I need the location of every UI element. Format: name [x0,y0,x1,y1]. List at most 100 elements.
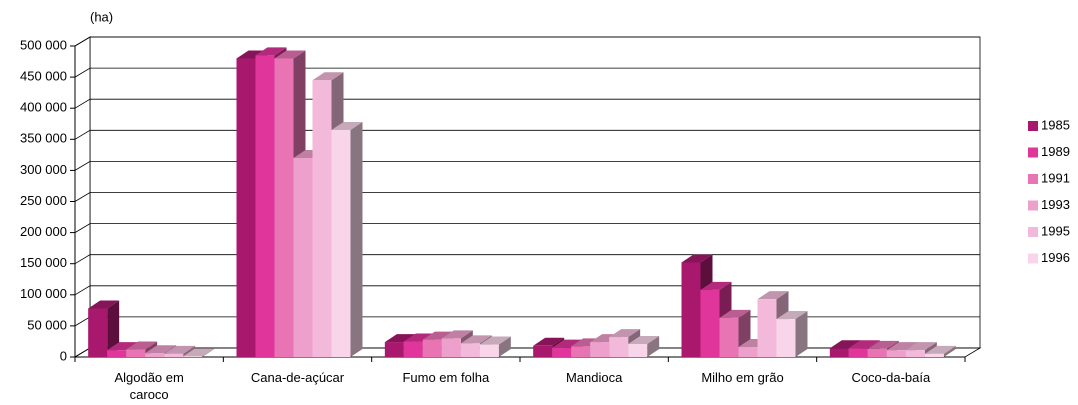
bar-top [126,341,158,350]
legend-label: 1996 [1041,250,1070,265]
bar-top [422,331,454,340]
bar-front [126,349,146,357]
bar-top [441,330,473,339]
bar-front [867,348,887,357]
bar-front [422,339,442,357]
bar-front [590,342,610,357]
x-tick-label: Algodão em caroco [114,370,184,402]
bar-top [776,311,808,320]
bar-front [107,350,127,357]
bar [88,300,120,357]
bar-top [924,345,956,354]
bar-side [350,121,363,357]
bar-front [848,348,868,357]
grid-line [74,67,980,78]
bar-front [609,337,629,357]
bar-front [164,353,184,357]
legend-label: 1995 [1041,223,1070,238]
grid-line [74,192,980,202]
grid-line [74,129,980,140]
bar-front [700,289,720,357]
legend-swatch [1028,253,1038,264]
bar-top [757,291,789,300]
bar-front [924,353,944,357]
bar-top [145,345,177,354]
grid-line [74,160,980,171]
bar-front [886,350,906,357]
bar-top [403,333,435,342]
bar-top [255,47,287,56]
bar-front [403,341,423,357]
bar-front [236,58,256,357]
bar-front [905,350,925,357]
grid-line [74,98,980,109]
bar-top [312,72,344,81]
bar-side [498,336,511,357]
bar-top [183,348,215,357]
bar-top [331,121,363,130]
bar-side [183,345,196,357]
y-tick-label: 0 [60,348,67,363]
legend-swatch [1028,147,1038,158]
bar-top [164,345,196,354]
y-tick-label: 150 000 [20,255,67,270]
bar-front [681,262,701,357]
bar-front [312,80,332,358]
legend-label: 1991 [1041,170,1070,185]
y-tick-label: 250 000 [20,193,67,208]
bar-top [886,342,918,351]
grid-line [74,36,980,47]
bar-top [829,340,861,349]
bar-top [905,342,937,351]
bar-top [107,342,139,351]
bar-top [533,337,565,346]
legend-swatch [1028,121,1038,131]
legend-label: 1985 [1041,117,1070,132]
bar-front [255,55,275,358]
bar [924,345,956,357]
y-tick-label: 450 000 [20,69,67,84]
x-tick-label: Cana-de-açúcar [250,370,345,385]
bar-side [107,300,120,357]
bar-top [384,334,416,343]
bar-front [274,58,294,357]
bar-front [571,346,591,357]
legend-label: 1993 [1041,197,1070,212]
bar-top [236,50,268,59]
bar-front [183,356,203,357]
bar-front [441,338,461,357]
y-axis-title: (ha) [90,9,113,24]
legend-label: 1989 [1041,144,1070,159]
x-tick-label: Coco-da-baía [851,370,931,385]
bar-front [552,347,572,357]
bar [331,121,363,357]
y-tick-label: 400 000 [20,100,67,115]
bar [776,311,808,357]
bar-top [274,50,306,59]
grid-line [74,254,980,265]
bar-front [460,343,480,357]
bar-front [757,299,777,357]
bar-front [533,345,553,357]
legend-swatch [1028,227,1038,237]
x-tick-label: Fumo em folha [402,370,490,385]
bar-front [384,342,404,357]
bar-top [552,339,584,348]
bar-front [479,344,499,357]
y-tick-label: 100 000 [20,286,67,301]
bar-side [202,348,215,357]
y-tick-label: 350 000 [20,131,67,146]
bar-front [719,317,739,357]
legend-swatch [1028,200,1038,211]
bar-top [681,254,713,263]
bar-front [829,348,849,357]
bar-top [867,340,899,349]
bar-front [776,319,796,357]
grid-line [74,223,980,233]
bar [628,335,660,357]
legend-swatch [1028,174,1038,184]
bar-side [647,335,660,357]
bar-top [479,336,511,345]
y-tick-label: 50 000 [27,317,67,332]
